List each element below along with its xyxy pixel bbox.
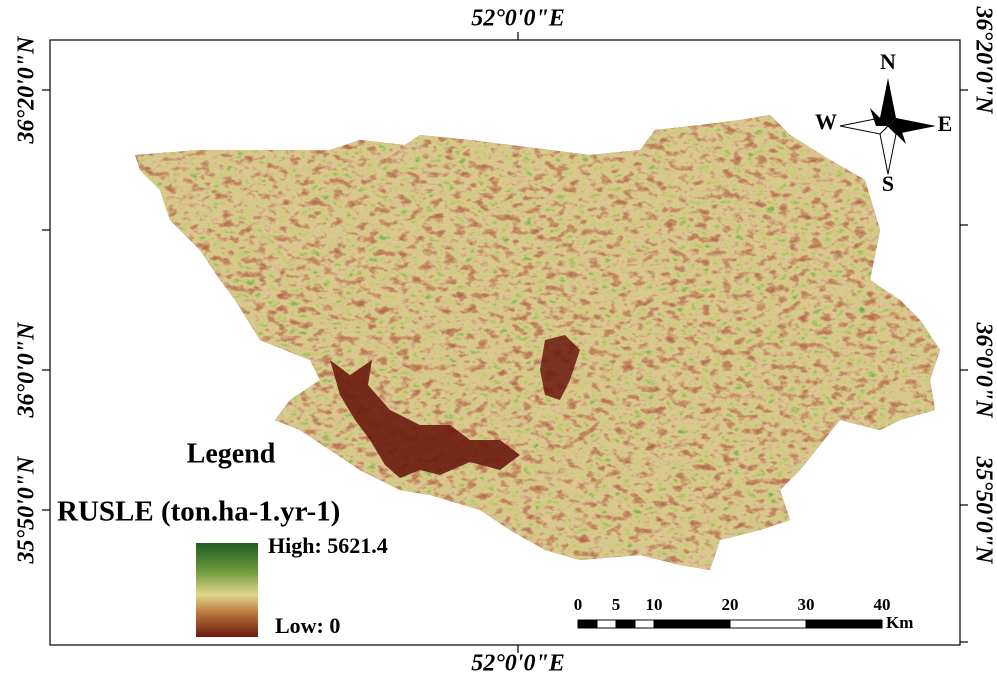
legend-layer: RUSLE (ton.ha-1.yr-1) — [57, 496, 340, 528]
scale-unit: Km — [886, 613, 913, 632]
left-coordinate: 36°0'0"N — [14, 321, 40, 419]
scale-label: 20 — [722, 595, 739, 614]
scale-label: 5 — [612, 595, 621, 614]
right-coordinate: 36°0'0"N — [970, 322, 996, 420]
scale-segment — [578, 620, 597, 628]
scale-segment — [654, 620, 730, 628]
scale-segment — [597, 620, 616, 628]
map-figure: 52°0'0"E 52°0'0"E 36°20'0"N 36°0'0"N 35°… — [0, 0, 997, 685]
scale-segment — [635, 620, 654, 628]
page: 52°0'0"E 52°0'0"E 36°20'0"N 36°0'0"N 35°… — [0, 0, 997, 685]
legend-low: Low: 0 — [275, 613, 340, 638]
left-coordinate: 35°50'0"N — [14, 455, 40, 565]
bottom-coordinate: 52°0'0"E — [471, 651, 565, 677]
scale-segment — [806, 620, 882, 628]
compass-w: W — [815, 109, 837, 134]
compass-s: S — [882, 171, 894, 196]
legend-title: Legend — [187, 438, 276, 469]
compass-n: N — [880, 49, 896, 74]
legend-high: High: 5621.4 — [268, 533, 388, 558]
scale-segment — [616, 620, 635, 628]
right-coordinate: 35°50'0"N — [970, 456, 996, 566]
scale-label: 10 — [646, 595, 663, 614]
scale-label: 30 — [798, 595, 815, 614]
left-coordinate: 36°20'0"N — [14, 35, 40, 145]
right-coordinate: 36°20'0"N — [970, 6, 996, 116]
legend-ramp — [196, 543, 258, 637]
scale-label: 40 — [874, 595, 891, 614]
scale-label: 0 — [574, 595, 583, 614]
compass-e: E — [938, 111, 953, 136]
top-coordinate: 52°0'0"E — [471, 6, 565, 32]
scale-segment — [730, 620, 806, 628]
